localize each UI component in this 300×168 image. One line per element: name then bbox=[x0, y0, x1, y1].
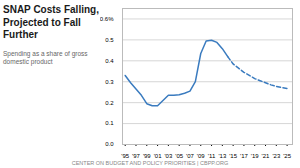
html-text:Spending as a share of gross d: Spending as a share of gross domestic pr… bbox=[3, 49, 88, 65]
svg-text:'25: '25 bbox=[283, 153, 291, 158]
svg-text:'07: '07 bbox=[186, 153, 194, 158]
svg-text:'97: '97 bbox=[132, 153, 140, 158]
svg-text:'15: '15 bbox=[229, 153, 237, 158]
svg-text:0.4: 0.4 bbox=[105, 58, 114, 64]
svg-text:'21: '21 bbox=[262, 153, 270, 158]
svg-text:0.1: 0.1 bbox=[105, 120, 114, 126]
svg-text:'05: '05 bbox=[175, 153, 183, 158]
svg-text:'17: '17 bbox=[240, 153, 248, 158]
svg-text:'13: '13 bbox=[218, 153, 226, 158]
svg-text:'95: '95 bbox=[121, 153, 129, 158]
svg-text:'19: '19 bbox=[251, 153, 259, 158]
svg-text:0.0: 0.0 bbox=[105, 141, 114, 147]
html-text:SNAP Costs Falling, Projected: SNAP Costs Falling, Projected to Fall Fu… bbox=[3, 4, 99, 40]
svg-text:'23: '23 bbox=[272, 153, 280, 158]
svg-text:0.6%: 0.6% bbox=[100, 16, 114, 22]
svg-text:0.3: 0.3 bbox=[105, 79, 114, 85]
svg-text:'11: '11 bbox=[208, 153, 216, 158]
svg-text:'01: '01 bbox=[154, 153, 162, 158]
html-text:CENTER ON BUDGET AND POLICY PR: CENTER ON BUDGET AND POLICY PRIORITIES |… bbox=[71, 160, 229, 166]
svg-text:0.5: 0.5 bbox=[105, 37, 114, 43]
svg-text:'99: '99 bbox=[143, 153, 151, 158]
svg-text:0.2: 0.2 bbox=[105, 100, 114, 106]
svg-text:'03: '03 bbox=[164, 153, 172, 158]
svg-text:'09: '09 bbox=[197, 153, 205, 158]
